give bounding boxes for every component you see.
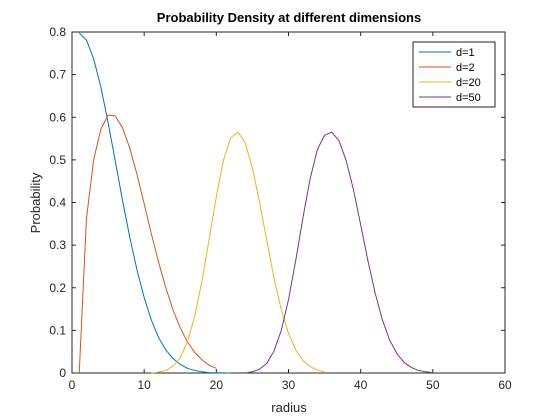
y-tick-label: 0.6 xyxy=(49,110,66,124)
legend-entry-label: d=50 xyxy=(456,92,481,104)
y-tick-label: 0.8 xyxy=(49,25,66,39)
series-line-d-2 xyxy=(78,114,217,374)
y-tick-label: 0.2 xyxy=(49,281,66,295)
x-tick-label: 20 xyxy=(210,378,224,392)
y-tick-label: 0.4 xyxy=(49,196,66,210)
y-tick-label: 0.5 xyxy=(49,153,66,167)
series-line-d-50 xyxy=(245,131,433,374)
x-axis: 0 10 20 30 40 50 60 xyxy=(69,32,512,392)
y-tick-label: 0.3 xyxy=(49,238,66,252)
y-tick-label: 0 xyxy=(59,366,66,380)
x-axis-label: radius xyxy=(271,400,307,415)
y-axis-label: Probability xyxy=(28,172,43,233)
x-tick-label: 60 xyxy=(498,378,512,392)
y-tick-label: 0.1 xyxy=(49,323,66,337)
legend-entry-label: d=2 xyxy=(456,62,475,74)
x-tick-label: 0 xyxy=(69,378,76,392)
x-tick-label: 30 xyxy=(282,378,296,392)
series-line-d-1 xyxy=(78,32,231,374)
series-line-d-20 xyxy=(151,131,325,374)
y-axis: 0 0.1 0.2 0.3 0.4 0.5 0.6 0.7 0.8 xyxy=(49,25,505,380)
legend-box xyxy=(412,41,496,108)
legend-entry-label: d=20 xyxy=(456,77,481,89)
legend-entry-label: d=1 xyxy=(456,47,475,59)
y-tick-label: 0.7 xyxy=(49,68,66,82)
x-tick-label: 10 xyxy=(137,378,151,392)
series-lines xyxy=(78,32,433,374)
x-tick-label: 50 xyxy=(426,378,440,392)
legend: d=1 d=2 d=20 d=50 xyxy=(412,41,496,108)
x-tick-label: 40 xyxy=(354,378,368,392)
chart-title: Probability Density at different dimensi… xyxy=(157,10,421,25)
